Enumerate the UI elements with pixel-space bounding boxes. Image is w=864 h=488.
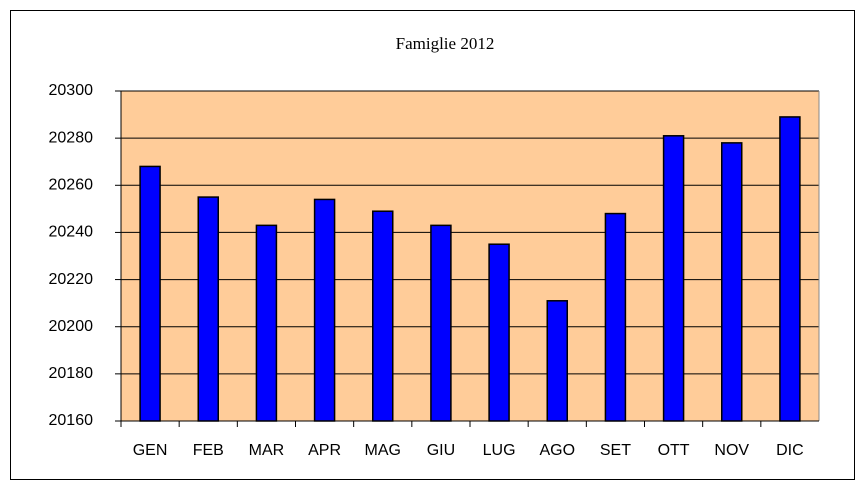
bar xyxy=(139,165,161,422)
bar xyxy=(604,212,627,422)
x-tick-label: GEN xyxy=(133,442,168,459)
x-tick-label: GIU xyxy=(427,442,455,459)
x-tick-label: MAR xyxy=(249,442,285,459)
x-tick-label: DIC xyxy=(776,442,804,459)
bar xyxy=(313,198,336,422)
bar xyxy=(372,210,394,422)
chart-title: Famiglie 2012 xyxy=(396,34,495,53)
x-tick-label: AGO xyxy=(539,442,575,459)
y-tick-label: 20240 xyxy=(49,224,94,241)
bar xyxy=(488,243,510,422)
y-tick-label: 20220 xyxy=(49,271,94,288)
x-tick-label: MAG xyxy=(365,442,401,459)
bar xyxy=(430,224,452,422)
y-tick-label: 20300 xyxy=(49,82,94,99)
bar xyxy=(779,116,801,422)
x-tick-label: SET xyxy=(600,442,631,459)
plot-area xyxy=(121,91,819,421)
bar xyxy=(197,196,219,422)
y-tick-label: 20160 xyxy=(49,412,94,429)
x-tick-label: LUG xyxy=(483,442,516,459)
y-tick-label: 20260 xyxy=(49,177,94,194)
bar xyxy=(255,224,278,422)
x-tick-label: FEB xyxy=(193,442,224,459)
x-tick-label: NOV xyxy=(714,442,749,459)
y-tick-label: 20180 xyxy=(49,365,94,382)
x-tick-label: OTT xyxy=(658,442,690,459)
x-tick-label: APR xyxy=(308,442,341,459)
bar xyxy=(546,300,568,422)
y-tick-label: 20200 xyxy=(49,318,94,335)
bar xyxy=(662,135,685,422)
bar xyxy=(721,142,743,422)
y-tick-label: 20280 xyxy=(49,129,94,146)
